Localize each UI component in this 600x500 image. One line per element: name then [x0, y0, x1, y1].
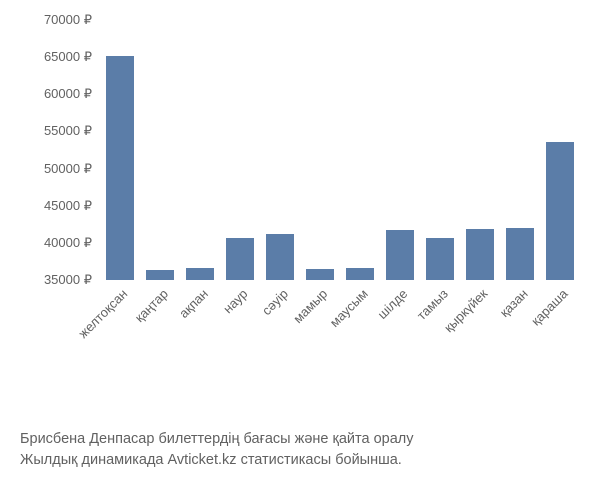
bar: [346, 268, 374, 280]
x-tick-slot: сәуір: [260, 282, 300, 402]
y-tick-label: 55000 ₽: [44, 123, 92, 139]
bar-slot: [420, 20, 460, 280]
y-axis: 35000 ₽40000 ₽45000 ₽50000 ₽55000 ₽60000…: [20, 20, 100, 280]
bar-slot: [140, 20, 180, 280]
bar: [266, 234, 294, 280]
x-tick-slot: мамыр: [300, 282, 340, 402]
x-tick-slot: маусым: [340, 282, 380, 402]
x-tick-slot: қыркүйек: [460, 282, 500, 402]
plot-area: [100, 20, 580, 280]
y-tick-label: 65000 ₽: [44, 49, 92, 65]
x-tick-slot: қазан: [500, 282, 540, 402]
bar: [546, 142, 574, 280]
x-axis: желтоқсанқаңтарақпаннаурсәуірмамырмаусым…: [100, 282, 580, 402]
x-tick-label: желтоқсан: [76, 286, 131, 341]
bar-slot: [180, 20, 220, 280]
x-tick-slot: шілде: [380, 282, 420, 402]
bar: [146, 270, 174, 280]
x-tick-label: наур: [220, 286, 250, 316]
bar-slot: [340, 20, 380, 280]
x-tick-slot: ақпан: [180, 282, 220, 402]
y-tick-label: 40000 ₽: [44, 235, 92, 251]
y-tick-label: 45000 ₽: [44, 198, 92, 214]
bar-slot: [540, 20, 580, 280]
bar-slot: [460, 20, 500, 280]
price-chart: 35000 ₽ 40000 ₽ 45000 ₽ 50000 ₽ 55000 ₽ 60000…: [20, 20, 580, 370]
x-tick-slot: тамыз: [420, 282, 460, 402]
bar: [106, 56, 134, 280]
x-tick-label: қазан: [497, 286, 531, 320]
bars-container: [100, 20, 580, 280]
x-tick-label: шілде: [375, 286, 411, 322]
y-tick-label: 50000 ₽: [44, 161, 92, 177]
bar-slot: [500, 20, 540, 280]
bar-slot: [300, 20, 340, 280]
bar-slot: [100, 20, 140, 280]
bar: [426, 238, 454, 280]
x-tick-slot: қаңтар: [140, 282, 180, 402]
y-tick-label: 70000 ₽: [44, 12, 92, 28]
x-tick-slot: желтоқсан: [100, 282, 140, 402]
y-tick-label: 35000 ₽: [44, 272, 92, 288]
caption-line-2: Жылдық динамикада Avticket.kz статистика…: [20, 450, 580, 470]
bar: [506, 228, 534, 280]
y-tick-label: 60000 ₽: [44, 86, 92, 102]
x-tick-slot: наур: [220, 282, 260, 402]
x-tick-label: сәуір: [259, 286, 291, 318]
bar-slot: [260, 20, 300, 280]
bar: [306, 269, 334, 280]
chart-caption: Брисбена Денпасар билеттердің бағасы жән…: [20, 429, 580, 470]
bar: [386, 230, 414, 281]
bar: [466, 229, 494, 280]
x-tick-label: ақпан: [176, 286, 211, 321]
bar-slot: [220, 20, 260, 280]
bar: [226, 238, 254, 280]
x-tick-slot: қараша: [540, 282, 580, 402]
caption-line-1: Брисбена Денпасар билеттердің бағасы жән…: [20, 429, 580, 449]
bar-slot: [380, 20, 420, 280]
x-tick-label: тамыз: [414, 286, 451, 323]
bar: [186, 268, 214, 280]
